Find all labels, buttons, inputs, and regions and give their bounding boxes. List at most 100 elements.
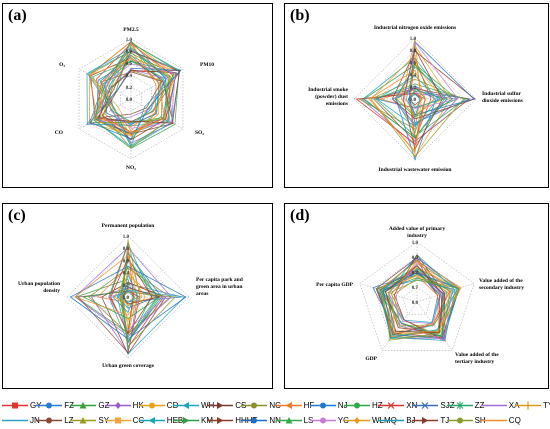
legend-swatch (138, 402, 165, 409)
legend-swatch (515, 401, 541, 410)
tick-label: 1.0 (410, 37, 417, 42)
tick-label: 0.6 (123, 259, 130, 264)
tick-label: 0.0 (126, 98, 133, 103)
series-line-cq (74, 254, 143, 316)
legend-label: CS (235, 401, 247, 410)
series-line-sy (89, 46, 169, 124)
legend-label: ZZ (474, 401, 485, 410)
tick-label: 0.2 (410, 86, 417, 91)
series-line-km (81, 290, 161, 319)
series-line-xa (388, 265, 442, 324)
grid-ring (78, 38, 184, 160)
legend-swatch (241, 402, 268, 409)
legend-swatch (173, 417, 199, 424)
series-line-tj (97, 50, 180, 124)
series-line-cq (368, 69, 426, 153)
series-line-yc (104, 63, 176, 129)
legend-swatch (344, 402, 370, 409)
series-line-sh (102, 55, 171, 149)
axis-label: Industrial smoke (powder) dust emissions (308, 87, 348, 107)
axis-label: Per capita GDP (316, 282, 354, 288)
tick-label: 1.0 (126, 38, 133, 43)
axis-label: Permanent population (102, 223, 155, 229)
panel-tag-c: (c) (8, 207, 26, 224)
axis-label: GDP (365, 356, 377, 362)
axis-label: Urban green coverage (102, 363, 154, 369)
legend: GYFZGZHKCDWHCSNCHFNJHZXNSJZZZXATYJNLZSYC… (2, 399, 550, 429)
series-line-tj (122, 287, 161, 305)
legend-label: SH (474, 416, 486, 425)
axis-label: SO₂ (195, 130, 204, 136)
axis-label: Per capita park and green area in urban ar… (196, 277, 243, 297)
legend-swatch (2, 419, 28, 422)
legend-swatch (378, 402, 405, 409)
legend-label: HZ (372, 401, 383, 410)
legend-swatch (412, 402, 439, 409)
legend-swatch (480, 404, 507, 407)
tick-label: 0.8 (412, 271, 419, 276)
legend-label: YC (337, 416, 349, 425)
series-line-nn (69, 265, 187, 340)
axis-label: Industrial sulfur dioxide emissions (482, 91, 523, 104)
panel-tag-d: (d) (290, 207, 310, 224)
tick-label: 0.9 (412, 256, 419, 261)
legend-label: KM (201, 416, 213, 425)
tick-label: 0.0 (410, 98, 417, 103)
legend-swatch (275, 417, 302, 424)
legend-label: HF (303, 401, 315, 410)
series-line-xa (392, 86, 449, 127)
series-line-cq (391, 260, 462, 334)
grid-ring (402, 86, 428, 112)
legend-swatch (104, 417, 131, 424)
tick-label: 0.7 (412, 286, 419, 291)
legend-swatch (480, 419, 507, 422)
series-line-ls (375, 274, 452, 337)
tick-label: 1.0 (412, 241, 419, 246)
series-line-lz (372, 88, 471, 142)
grid-ring (402, 286, 432, 315)
axis-label: Value added of the tertiary industry (455, 352, 499, 365)
tick-label: 0.2 (123, 284, 130, 289)
radar-chart-b: 1.0 0.8 0.6 0.4 0.2 0.0 Industrial nitrogen ox… (308, 25, 523, 173)
radar-chart-d: 1.0 0.9 0.8 0.7 0.6 Added value of primary ind… (316, 226, 524, 365)
legend-label: CQ (508, 416, 521, 425)
legend-label: CD (166, 401, 179, 410)
legend-swatch (241, 417, 268, 424)
legend-swatch (173, 402, 199, 409)
legend-swatch (207, 402, 234, 409)
tick-label: 0.6 (126, 62, 133, 67)
legend-swatch (207, 417, 234, 424)
series-line-hhht (110, 257, 153, 335)
series-line-bj (379, 279, 456, 341)
tick-label: 0.2 (126, 86, 133, 91)
radar-chart-a: 1.0 0.8 0.6 0.4 0.2 0.0 PM2.5 PM10 SO₂ NO₂ CO O₃ (55, 27, 215, 171)
legend-label: TJ (440, 416, 450, 425)
axis-label: Urban population density (18, 281, 60, 294)
legend-label: SY (98, 416, 110, 425)
legend-label: NN (269, 416, 281, 425)
axis-label: Industrial wastewater emission (379, 167, 452, 173)
tick-label: 0.6 (410, 61, 417, 66)
legend-label: FZ (64, 401, 74, 410)
axis-label: Added value of primary industry (389, 226, 446, 239)
series-line-bj (394, 66, 454, 126)
legend-swatch (104, 402, 131, 409)
tick-label: 0.4 (126, 74, 133, 79)
tick-label: 0.8 (410, 49, 417, 54)
legend-swatch (36, 417, 63, 424)
series-line-sy (122, 239, 141, 307)
series-line-wlmq (370, 54, 422, 154)
grid-ring (353, 37, 477, 161)
legend-label: GZ (98, 401, 110, 410)
panel-tag-a: (a) (8, 7, 27, 24)
axis-label: NO₂ (126, 165, 136, 171)
series-line-jn (408, 93, 421, 119)
grid-ring (115, 284, 141, 310)
grid-ring (66, 235, 190, 359)
axis-label: Value added of the secondary industry (479, 278, 524, 291)
tick-label: 0.8 (123, 247, 130, 252)
legend-swatch (70, 402, 97, 409)
tick-label: 0.8 (126, 50, 133, 55)
legend-label: XA (508, 401, 520, 410)
axis-label: Industrial nitrogen oxide emissions (374, 25, 456, 31)
